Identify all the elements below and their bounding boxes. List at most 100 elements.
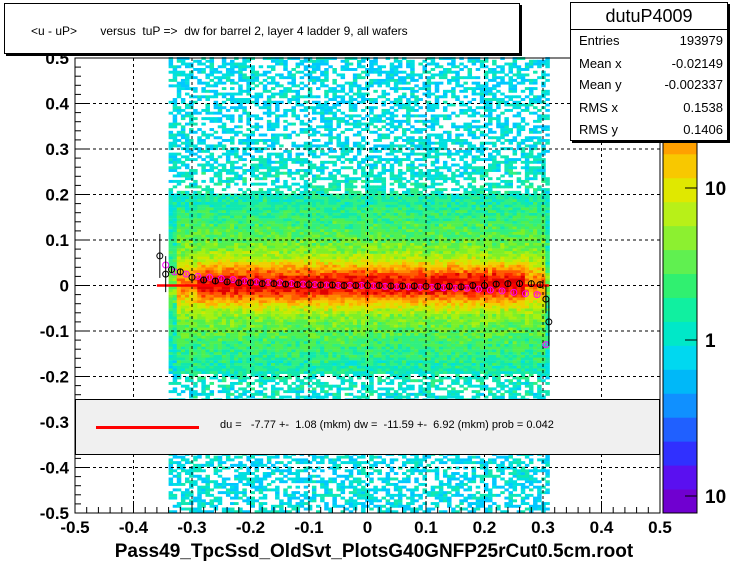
heatmap-cell <box>209 261 215 265</box>
heatmap-cell <box>295 253 301 257</box>
heatmap-cell <box>176 324 182 328</box>
heatmap-cell <box>221 387 227 391</box>
heatmap-cell <box>258 92 264 96</box>
heatmap-cell <box>230 237 235 241</box>
heatmap-cell <box>287 152 292 156</box>
heatmap-cell <box>221 59 227 63</box>
heatmap-cell <box>279 280 284 284</box>
heatmap-cell <box>332 362 337 366</box>
heatmap-cell <box>287 278 292 282</box>
heatmap-cell <box>279 245 284 249</box>
heatmap-cell <box>270 81 276 85</box>
heatmap-cell <box>254 351 260 355</box>
heatmap-cell <box>246 346 251 350</box>
heatmap-cell <box>316 275 321 279</box>
heatmap-cell <box>311 474 317 478</box>
heatmap-cell <box>275 103 280 107</box>
heatmap-cell <box>287 237 292 241</box>
heatmap-cell <box>295 327 301 331</box>
heatmap-cell <box>242 68 247 71</box>
heatmap-cell <box>254 278 260 282</box>
heatmap-cell <box>201 70 206 74</box>
heatmap-cell <box>254 270 260 273</box>
heatmap-cell <box>250 169 255 172</box>
heatmap-cell <box>193 108 198 112</box>
heatmap-cell <box>258 504 264 508</box>
heatmap-cell <box>295 103 301 107</box>
heatmap-cell <box>209 190 215 194</box>
heatmap-cell <box>303 360 309 364</box>
heatmap-cell <box>283 313 288 317</box>
heatmap-cell <box>189 223 194 227</box>
heatmap-cell <box>287 390 292 394</box>
heatmap-cell <box>291 496 296 500</box>
heatmap-cell <box>316 300 321 303</box>
heatmap-cell <box>197 504 202 508</box>
heatmap-cell <box>168 78 174 82</box>
heatmap-cell <box>180 357 186 361</box>
heatmap-cell <box>311 458 317 462</box>
heatmap-cell <box>234 510 239 514</box>
heatmap-cell <box>320 193 325 197</box>
heatmap-cell <box>328 240 333 243</box>
heatmap-cell <box>176 504 182 508</box>
heatmap-cell <box>246 188 251 192</box>
heatmap-cell <box>316 280 321 284</box>
heatmap-cell <box>225 158 231 162</box>
heatmap-cell <box>320 218 325 222</box>
heatmap-cell <box>328 321 333 325</box>
heatmap-cell <box>291 122 296 126</box>
heatmap-cell <box>238 201 243 205</box>
heatmap-cell <box>303 209 309 213</box>
heatmap-cell <box>291 272 296 276</box>
heatmap-cell <box>270 234 276 238</box>
heatmap-cell <box>225 488 231 492</box>
heatmap-cell <box>197 376 202 380</box>
heatmap-cell <box>230 179 235 183</box>
heatmap-cell <box>234 496 239 500</box>
heatmap-cell <box>332 229 337 233</box>
heatmap-cell <box>283 108 288 112</box>
heatmap-cell <box>299 70 305 74</box>
heatmap-cell <box>197 147 202 151</box>
heatmap-cell <box>316 316 321 320</box>
heatmap-cell <box>193 261 198 265</box>
heatmap-cell <box>209 177 215 181</box>
heatmap-cell <box>193 248 198 252</box>
heatmap-cell <box>205 294 210 298</box>
heatmap-cell <box>275 100 280 104</box>
heatmap-cell <box>258 242 264 246</box>
heatmap-cell <box>266 458 272 462</box>
heatmap-cell <box>328 384 333 388</box>
heatmap-cell <box>266 351 272 355</box>
heatmap-cell <box>283 319 288 323</box>
heatmap-cell <box>316 245 321 249</box>
heatmap-cell <box>246 245 251 249</box>
heatmap-cell <box>230 78 235 82</box>
heatmap-cell <box>230 163 235 167</box>
heatmap-cell <box>213 272 219 276</box>
heatmap-cell <box>238 491 243 495</box>
heatmap-cell <box>242 218 247 222</box>
heatmap-cell <box>225 324 231 328</box>
heatmap-cell <box>213 482 219 486</box>
heatmap-cell <box>172 286 178 290</box>
heatmap-cell <box>303 267 309 271</box>
heatmap-cell <box>266 199 272 202</box>
heatmap-cell <box>189 193 194 197</box>
heatmap-cell <box>316 193 321 197</box>
heatmap-cell <box>328 308 333 312</box>
heatmap-cell <box>287 330 292 334</box>
heatmap-cell <box>311 234 317 238</box>
heatmap-cell <box>295 250 301 254</box>
heatmap-cell <box>238 223 243 227</box>
heatmap-cell <box>176 242 182 246</box>
heatmap-cell <box>316 349 321 353</box>
heatmap-cell <box>221 234 227 238</box>
heatmap-cell <box>246 84 251 88</box>
heatmap-cell <box>299 365 305 369</box>
heatmap-cell <box>189 354 194 358</box>
heatmap-cell <box>254 182 260 186</box>
heatmap-cell <box>324 240 329 243</box>
heatmap-cell <box>258 190 264 194</box>
